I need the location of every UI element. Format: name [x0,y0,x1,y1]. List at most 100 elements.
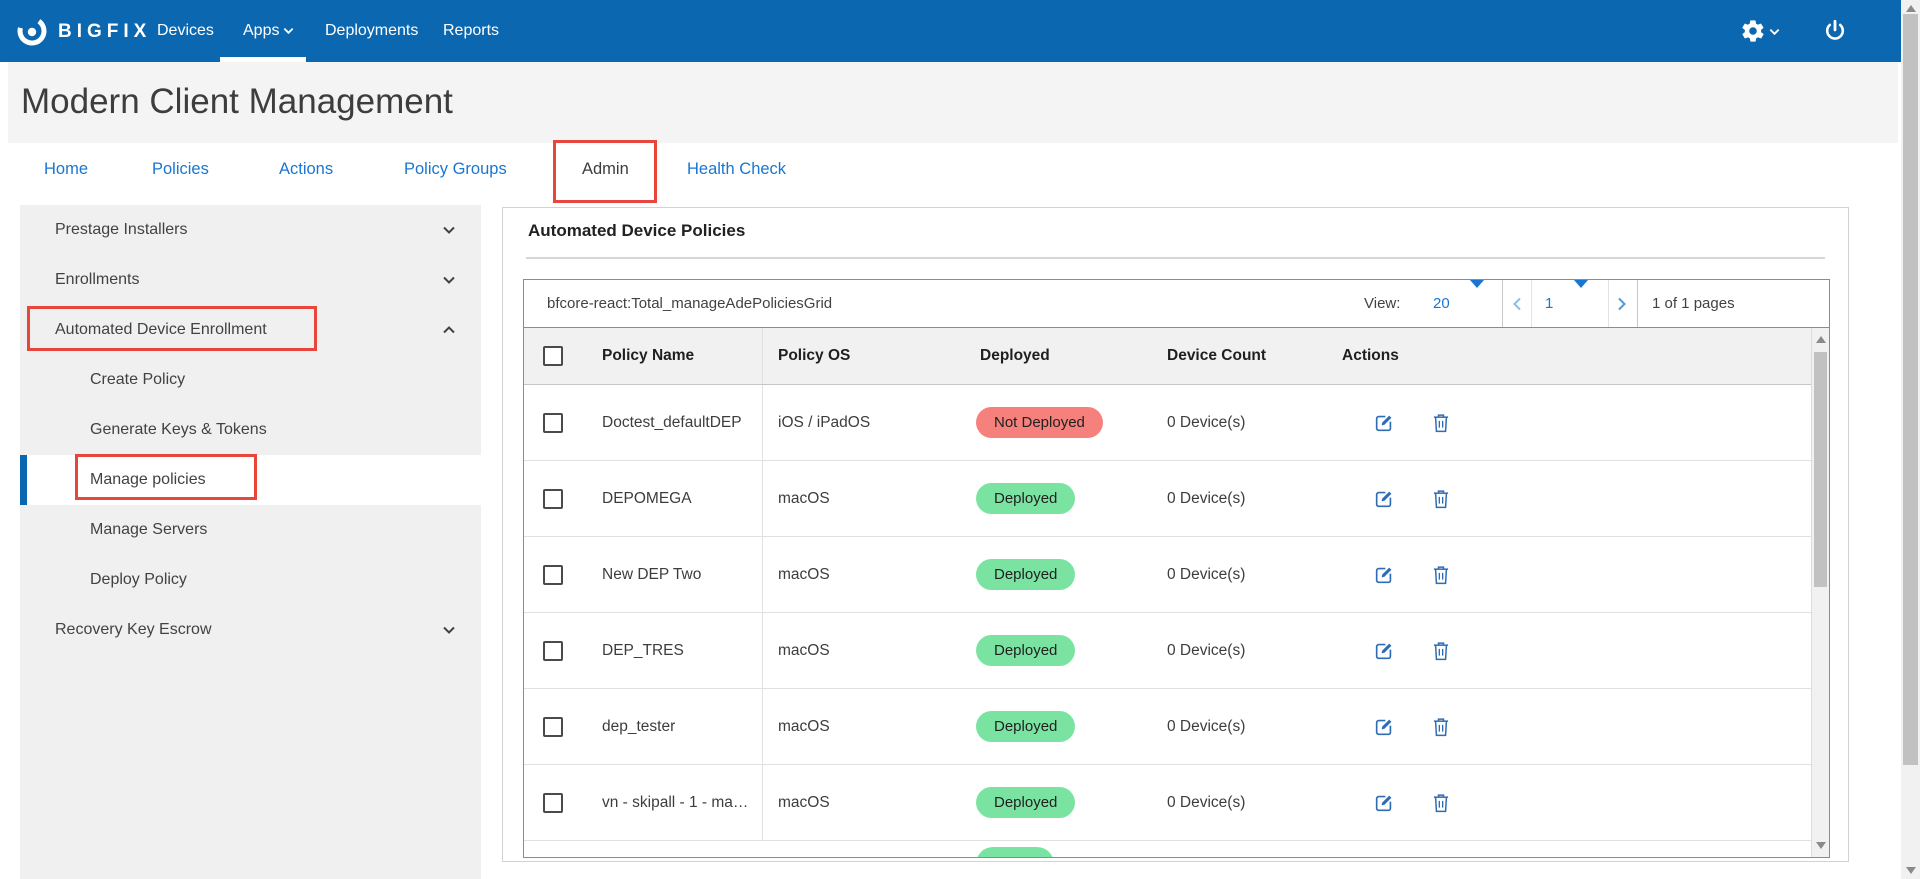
status-badge [976,847,1054,857]
sidebar-item-label: Manage policies [90,471,206,488]
caret-down-icon[interactable] [1470,280,1484,327]
sidebar-item-label: Manage Servers [90,521,208,538]
trash-icon[interactable] [1431,716,1453,738]
page-header-band [8,62,1898,143]
sidebar-item-generate-keys-tokens[interactable]: Generate Keys & Tokens [20,405,481,455]
nav-item-reports[interactable]: Reports [443,22,500,39]
chevron-down-icon [441,622,457,638]
tab-policies[interactable]: Policies [152,160,209,178]
sidebar-item-manage-policies[interactable]: Manage policies [20,455,481,505]
row-checkbox[interactable] [543,792,563,813]
page-scrollbar-thumb[interactable] [1903,14,1918,765]
policy-name-cell: New DEP Two [602,565,702,583]
nav-item-devices[interactable]: Devices [157,22,214,39]
page-title: Modern Client Management [21,82,453,121]
toolbar-divider [1637,280,1638,327]
column-header-policy-os: Policy OS [762,328,972,384]
policy-os-cell: macOS [762,689,972,764]
tab-health-check[interactable]: Health Check [687,160,787,178]
page-size-select[interactable]: 20 [1433,295,1450,312]
device-count-cell: 0 Device(s) [1167,413,1246,431]
row-checkbox[interactable] [543,716,563,737]
next-page-button[interactable] [1614,280,1628,327]
policy-os-cell: macOS [762,537,972,612]
active-nav-underline [220,57,306,62]
row-checkbox[interactable] [543,640,563,661]
page-number-select[interactable]: 1 [1545,295,1554,312]
tab-policy-groups[interactable]: Policy Groups [404,160,507,178]
scroll-up-arrow-icon[interactable] [1816,336,1826,343]
grid-scrollbar[interactable] [1811,328,1829,857]
bigfix-logo [16,15,48,47]
edit-icon[interactable] [1373,488,1395,510]
heading-divider [526,257,1825,259]
status-badge: Deployed [976,559,1076,590]
trash-icon[interactable] [1431,412,1453,434]
sidebar-item-prestage-installers[interactable]: Prestage Installers [20,205,481,255]
edit-icon[interactable] [1373,564,1395,586]
status-badge: Not Deployed [976,407,1103,438]
tab-admin[interactable]: Admin [582,160,629,178]
sidebar-item-deploy-policy[interactable]: Deploy Policy [20,555,481,605]
trash-icon[interactable] [1431,488,1453,510]
device-count-cell: 0 Device(s) [1167,641,1246,659]
page-scrollbar[interactable] [1901,0,1920,879]
row-checkbox[interactable] [543,564,563,585]
edit-icon[interactable] [1373,640,1395,662]
edit-icon[interactable] [1373,412,1395,434]
top-nav-bar: BIGFIX Devices Apps Deployments Reports [0,0,1901,62]
sidebar-item-label: Deploy Policy [90,571,187,588]
trash-icon[interactable] [1431,792,1453,814]
policy-name-cell: vn - skipall - 1 - ma… [602,793,749,811]
policy-os-cell: macOS [762,765,972,840]
table-header-row: Policy Name Policy OS Deployed Device Co… [524,328,1829,385]
scroll-down-arrow-icon[interactable] [1905,867,1916,874]
table-row: vn - skipall - 1 - ma… macOS Deployed 0 … [524,765,1829,841]
toolbar-divider [1502,280,1503,327]
edit-icon[interactable] [1373,716,1395,738]
row-checkbox[interactable] [543,412,563,433]
tab-home[interactable]: Home [44,160,89,178]
table-row: New DEP Two macOS Deployed 0 Device(s) [524,537,1829,613]
tab-actions[interactable]: Actions [279,160,334,178]
sidebar-item-automated-device-enrollment[interactable]: Automated Device Enrollment [20,305,481,355]
grid-scrollbar-thumb[interactable] [1814,352,1827,587]
view-label: View: [1364,295,1401,312]
chevron-down-icon [282,24,295,37]
toolbar-divider [1531,280,1532,327]
sidebar-item-enrollments[interactable]: Enrollments [20,255,481,305]
power-icon[interactable] [1822,18,1848,44]
table-row: DEP_TRES macOS Deployed 0 Device(s) [524,613,1829,689]
sidebar-item-label: Recovery Key Escrow [55,621,212,638]
status-badge: Deployed [976,635,1076,666]
status-badge: Deployed [976,483,1076,514]
panel-heading: Automated Device Policies [528,221,746,240]
policy-os-cell: macOS [762,613,972,688]
sidebar-item-recovery-key-escrow[interactable]: Recovery Key Escrow [20,605,481,655]
grid-toolbar: bfcore-react:Total_manageAdePoliciesGrid… [524,280,1829,328]
sidebar-item-label: Prestage Installers [55,221,188,238]
nav-item-apps[interactable]: Apps [243,22,280,39]
select-all-checkbox[interactable] [543,346,563,366]
page-count-label: 1 of 1 pages [1652,295,1735,312]
nav-item-deployments[interactable]: Deployments [325,22,419,39]
prev-page-button[interactable] [1511,280,1525,327]
chevron-up-icon [441,322,457,338]
scroll-down-arrow-icon[interactable] [1816,842,1826,849]
gear-icon[interactable] [1740,18,1766,44]
chevron-down-icon[interactable] [1768,25,1781,38]
grid-name-label: bfcore-react:Total_manageAdePoliciesGrid [547,295,833,312]
trash-icon[interactable] [1431,640,1453,662]
trash-icon[interactable] [1431,564,1453,586]
sidebar-item-create-policy[interactable]: Create Policy [20,355,481,405]
caret-down-icon[interactable] [1574,280,1588,327]
table-row: Doctest_defaultDEP iOS / iPadOS Not Depl… [524,385,1829,461]
row-checkbox[interactable] [543,488,563,509]
table-row: DEPOMEGA macOS Deployed 0 Device(s) [524,461,1829,537]
scroll-up-arrow-icon[interactable] [1905,5,1916,12]
policy-name-cell: dep_tester [602,717,676,735]
policy-os-cell: iOS / iPadOS [762,385,972,460]
sidebar-item-manage-servers[interactable]: Manage Servers [20,505,481,555]
edit-icon[interactable] [1373,792,1395,814]
column-header-actions: Actions [1342,347,1399,364]
